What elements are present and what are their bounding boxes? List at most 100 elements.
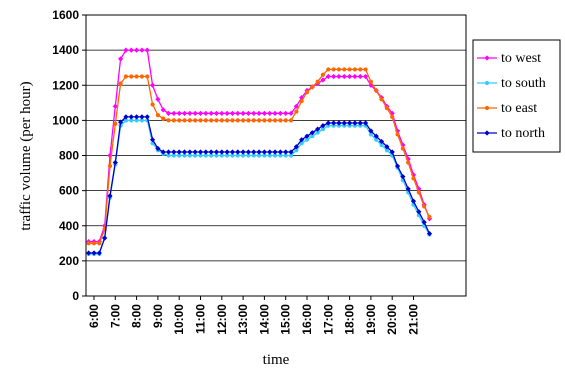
data-point <box>288 110 294 116</box>
legend-label: to north <box>501 126 545 141</box>
data-point <box>155 145 161 152</box>
data-point <box>283 110 289 116</box>
data-point <box>288 118 294 123</box>
data-point <box>240 149 246 155</box>
data-point <box>112 159 118 166</box>
data-point <box>118 119 124 125</box>
data-point <box>203 149 209 155</box>
x-tick-label: 10:00 <box>172 304 186 335</box>
data-point <box>245 149 252 155</box>
data-point <box>139 118 145 123</box>
data-point <box>107 163 113 169</box>
data-point <box>245 110 252 116</box>
data-point <box>384 148 389 153</box>
data-point <box>484 130 490 136</box>
data-point <box>224 149 230 155</box>
data-point <box>400 142 406 148</box>
data-point <box>304 137 310 142</box>
data-point <box>352 73 358 80</box>
data-point <box>86 250 92 256</box>
series-to-east <box>86 67 432 246</box>
data-point <box>310 84 315 90</box>
data-point <box>331 73 337 80</box>
data-point <box>203 118 208 123</box>
data-point <box>261 149 267 155</box>
x-tick-label: 7:00 <box>108 304 122 328</box>
data-point <box>198 153 203 158</box>
data-point <box>394 163 401 169</box>
data-point <box>352 120 358 126</box>
data-point <box>358 67 363 72</box>
data-point <box>235 118 240 123</box>
data-point <box>181 110 188 116</box>
y-tick-label: 1600 <box>52 8 79 22</box>
data-point <box>213 149 220 155</box>
data-point <box>294 148 299 153</box>
data-point <box>165 149 172 155</box>
data-point <box>309 130 315 136</box>
data-point <box>256 149 262 155</box>
data-point <box>288 153 294 158</box>
data-point <box>326 123 331 128</box>
legend-item: to east <box>477 101 537 116</box>
data-point <box>187 153 192 158</box>
data-point <box>171 153 176 158</box>
data-point <box>123 114 129 120</box>
series-layer <box>86 47 433 256</box>
data-point <box>427 214 432 220</box>
data-point <box>177 118 182 123</box>
data-point <box>251 153 256 158</box>
data-point <box>123 47 129 53</box>
data-point <box>421 219 427 225</box>
data-point <box>416 209 422 215</box>
data-point <box>320 123 326 129</box>
data-point <box>326 67 331 72</box>
data-point <box>209 118 214 123</box>
data-point <box>352 123 358 128</box>
data-point <box>149 137 156 143</box>
data-point <box>405 186 411 192</box>
data-point <box>241 153 246 158</box>
data-point <box>267 118 272 123</box>
data-point <box>230 118 235 123</box>
data-point <box>262 153 267 158</box>
data-point <box>277 149 283 155</box>
data-point <box>134 74 139 79</box>
data-point <box>373 133 379 139</box>
legend-item: to north <box>477 126 545 141</box>
data-point <box>342 67 347 72</box>
x-tick-label: 15:00 <box>279 304 293 335</box>
data-point <box>341 73 347 80</box>
y-tick-label: 800 <box>59 149 79 163</box>
data-point <box>129 74 134 79</box>
data-point <box>214 118 219 123</box>
data-point <box>310 134 315 139</box>
data-point <box>315 79 320 84</box>
data-point <box>394 128 401 134</box>
data-point <box>166 118 171 123</box>
data-point <box>225 153 230 158</box>
data-point <box>144 114 150 120</box>
data-point <box>358 123 363 128</box>
data-point <box>299 98 304 104</box>
series-line <box>88 116 431 254</box>
data-point <box>187 149 193 155</box>
data-point <box>395 132 400 137</box>
data-point <box>208 149 214 155</box>
data-point <box>113 121 118 126</box>
legend-item: to west <box>477 51 541 66</box>
data-point <box>235 110 241 116</box>
data-point <box>171 110 177 116</box>
data-point <box>320 77 326 83</box>
x-tick-label: 18:00 <box>343 304 357 335</box>
data-point <box>484 55 490 61</box>
data-point <box>347 73 353 80</box>
data-point <box>357 120 363 126</box>
data-point <box>145 74 150 79</box>
data-point <box>283 153 288 158</box>
data-point <box>272 149 278 155</box>
data-point <box>209 153 214 158</box>
legend: to west to south to east to north <box>472 39 561 153</box>
data-point <box>384 144 390 150</box>
x-tick-label: 20:00 <box>385 304 399 335</box>
